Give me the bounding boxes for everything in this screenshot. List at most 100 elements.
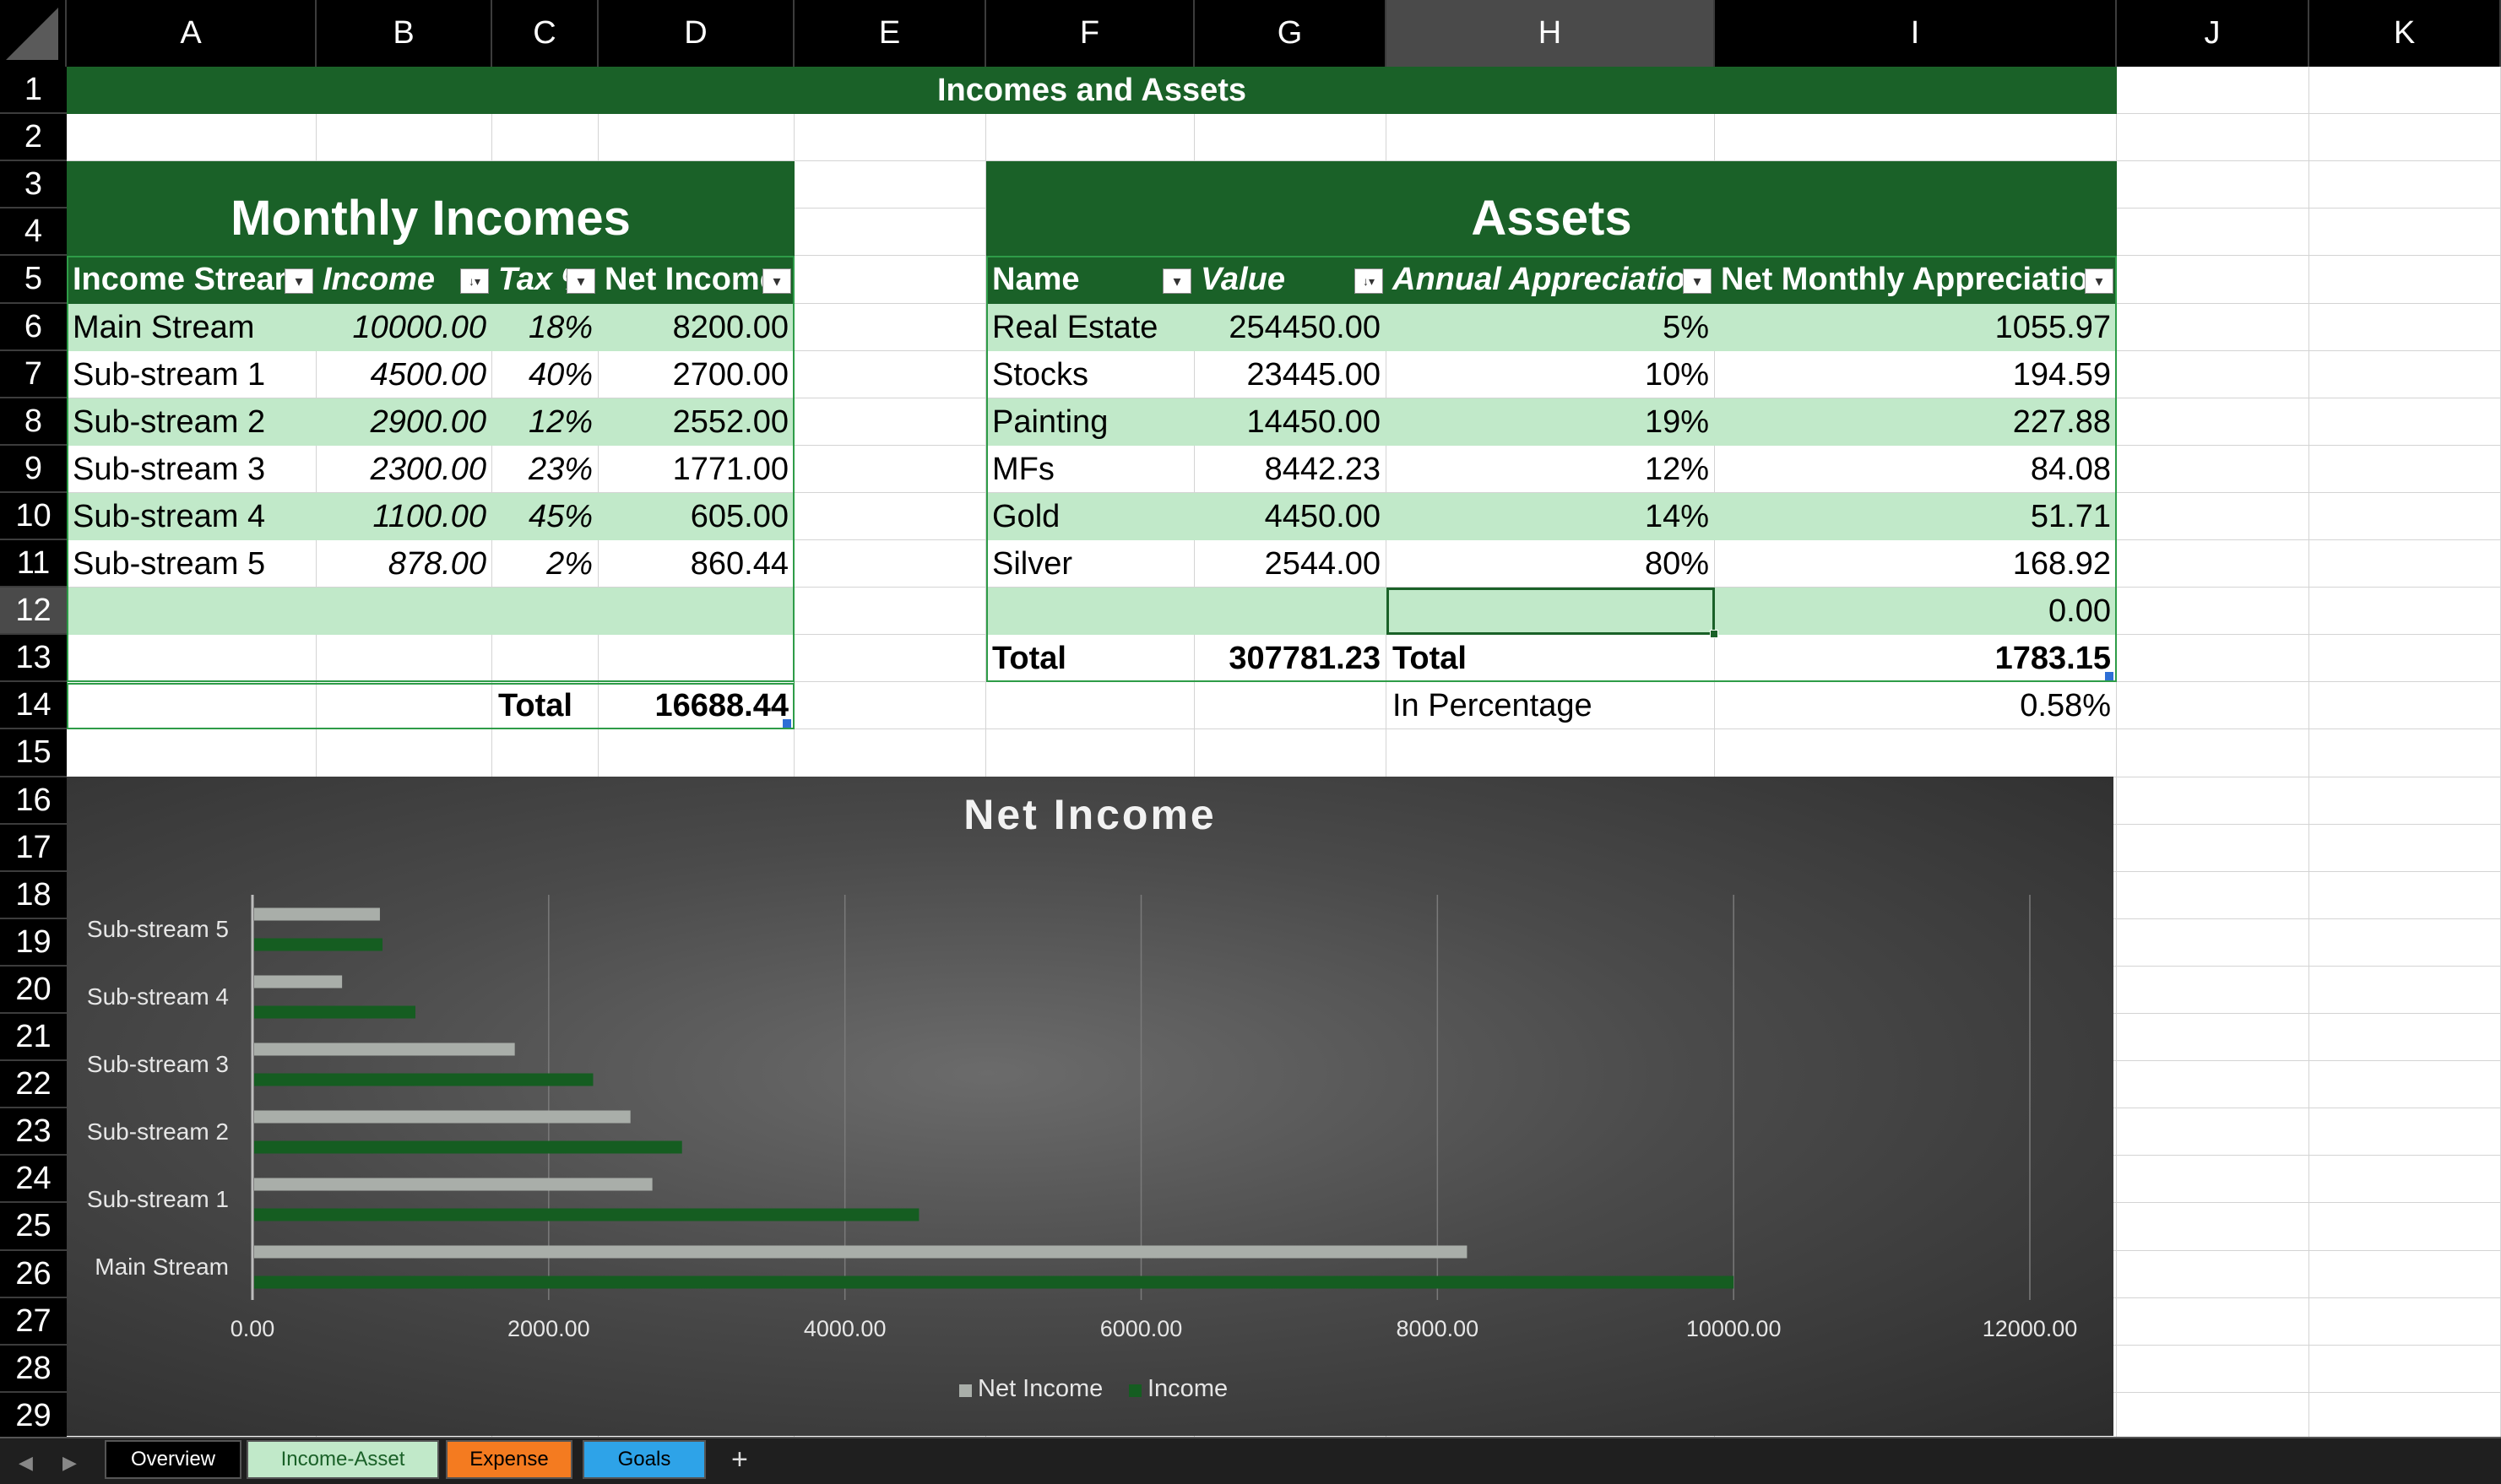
income-cell-net[interactable]: 605.00 xyxy=(690,498,789,534)
percentage-value[interactable]: 0.58% xyxy=(2020,687,2111,723)
asset-cell-value[interactable]: 254450.00 xyxy=(1229,309,1381,345)
row-header-26[interactable]: 26 xyxy=(0,1251,67,1298)
income-cell-tax[interactable]: 45% xyxy=(528,498,593,534)
tab-overview[interactable]: Overview xyxy=(105,1440,241,1479)
row-header-4[interactable]: 4 xyxy=(0,209,67,256)
column-header-i[interactable]: I xyxy=(1715,0,2117,67)
row-header-25[interactable]: 25 xyxy=(0,1203,67,1251)
row-header-15[interactable]: 15 xyxy=(0,729,67,777)
column-header-c[interactable]: C xyxy=(492,0,599,67)
asset-cell-monthly[interactable]: 51.71 xyxy=(2030,498,2111,534)
filter-dropdown-icon[interactable]: ▾ xyxy=(1683,268,1712,294)
column-header-e[interactable]: E xyxy=(795,0,986,67)
tab-goals[interactable]: Goals xyxy=(583,1440,706,1479)
asset-cell-value[interactable]: 8442.23 xyxy=(1264,451,1381,487)
row-header-14[interactable]: 14 xyxy=(0,682,67,729)
asset-cell-monthly[interactable]: 168.92 xyxy=(2012,545,2111,582)
asset-cell-annual[interactable]: 5% xyxy=(1663,309,1709,345)
row-header-17[interactable]: 17 xyxy=(0,825,67,872)
column-header-g[interactable]: G xyxy=(1195,0,1386,67)
row-header-18[interactable]: 18 xyxy=(0,872,67,919)
income-cell-name[interactable]: Main Stream xyxy=(73,309,255,345)
row-header-12[interactable]: 12 xyxy=(0,588,67,635)
row-header-24[interactable]: 24 xyxy=(0,1156,67,1203)
row-header-10[interactable]: 10 xyxy=(0,493,67,540)
fill-handle[interactable] xyxy=(1710,630,1718,638)
income-cell-name[interactable]: Sub-stream 5 xyxy=(73,545,266,582)
income-cell-net[interactable]: 1771.00 xyxy=(672,451,789,487)
row-header-7[interactable]: 7 xyxy=(0,351,67,398)
income-cell-name[interactable]: Sub-stream 1 xyxy=(73,356,266,393)
asset-cell-annual[interactable]: 80% xyxy=(1644,545,1709,582)
income-cell-net[interactable]: 2700.00 xyxy=(672,356,789,393)
income-cell-income[interactable]: 1100.00 xyxy=(372,498,486,534)
row-header-6[interactable]: 6 xyxy=(0,304,67,351)
column-header-a[interactable]: A xyxy=(67,0,317,67)
resize-handle-icon[interactable] xyxy=(783,719,791,728)
row-header-23[interactable]: 23 xyxy=(0,1108,67,1156)
income-cell-tax[interactable]: 2% xyxy=(546,545,593,582)
income-cell-tax[interactable]: 12% xyxy=(528,403,593,440)
row-header-5[interactable]: 5 xyxy=(0,256,67,304)
tab-scroll-right-icon[interactable]: ▶ xyxy=(62,1452,77,1473)
filter-dropdown-icon[interactable]: ▾ xyxy=(1163,268,1191,294)
column-header-k[interactable]: K xyxy=(2309,0,2501,67)
tab-scroll-left-icon[interactable]: ◀ xyxy=(19,1452,33,1473)
income-cell-name[interactable]: Sub-stream 2 xyxy=(73,403,266,440)
asset-cell-name[interactable]: Stocks xyxy=(992,356,1089,393)
net-income-header[interactable]: Net Income xyxy=(605,262,762,297)
income-cell-name[interactable]: Sub-stream 4 xyxy=(73,498,266,534)
asset-cell-name[interactable]: Silver xyxy=(992,545,1073,582)
income-cell-income[interactable]: 2300.00 xyxy=(370,451,486,487)
row-header-21[interactable]: 21 xyxy=(0,1014,67,1061)
asset-cell-value[interactable]: 2544.00 xyxy=(1264,545,1381,582)
row-header-2[interactable]: 2 xyxy=(0,114,67,161)
asset-cell-monthly[interactable]: 227.88 xyxy=(2012,403,2111,440)
filter-dropdown-icon[interactable]: ▾ xyxy=(285,268,313,294)
row-header-1[interactable]: 1 xyxy=(0,67,67,114)
tab-income-asset[interactable]: Income-Asset xyxy=(247,1440,439,1479)
assets-total-value[interactable]: 307781.23 xyxy=(1229,640,1381,676)
row-header-19[interactable]: 19 xyxy=(0,919,67,967)
column-header-b[interactable]: B xyxy=(317,0,492,67)
asset-cell-value[interactable]: 14450.00 xyxy=(1246,403,1381,440)
row-header-28[interactable]: 28 xyxy=(0,1346,67,1393)
asset-cell-monthly-empty[interactable]: 0.00 xyxy=(2048,593,2111,629)
income-cell-tax[interactable]: 40% xyxy=(528,356,593,393)
filter-dropdown-icon[interactable]: ▾ xyxy=(567,268,595,294)
filter-dropdown-icon[interactable]: ▾ xyxy=(762,268,791,294)
asset-cell-name[interactable]: Painting xyxy=(992,403,1109,440)
income-cell-net[interactable]: 8200.00 xyxy=(672,309,789,345)
assets-total-monthly[interactable]: 1783.15 xyxy=(1994,640,2111,676)
row-header-29[interactable]: 29 xyxy=(0,1393,67,1437)
asset-cell-monthly[interactable]: 1055.97 xyxy=(1994,309,2111,345)
income-cell-net[interactable]: 2552.00 xyxy=(672,403,789,440)
asset-cell-value[interactable]: 4450.00 xyxy=(1264,498,1381,534)
net-income-chart[interactable]: Net Income 0.00 2000.00 4000.00 6000.00 8000.… xyxy=(67,777,2113,1436)
asset-cell-annual[interactable]: 19% xyxy=(1644,403,1709,440)
asset-cell-annual[interactable]: 10% xyxy=(1644,356,1709,393)
income-cell-income[interactable]: 10000.00 xyxy=(352,309,487,345)
row-header-22[interactable]: 22 xyxy=(0,1061,67,1108)
row-header-9[interactable]: 9 xyxy=(0,446,67,493)
asset-cell-annual[interactable]: 14% xyxy=(1644,498,1709,534)
income-header[interactable]: Income xyxy=(323,262,436,297)
income-cell-income[interactable]: 4500.00 xyxy=(370,356,486,393)
resize-handle-icon[interactable] xyxy=(2105,672,2113,680)
row-header-16[interactable]: 16 xyxy=(0,777,67,825)
row-header-3[interactable]: 3 xyxy=(0,161,67,209)
asset-cell-name[interactable]: Gold xyxy=(992,498,1061,534)
asset-cell-annual[interactable]: 12% xyxy=(1644,451,1709,487)
income-cell-net[interactable]: 860.44 xyxy=(690,545,789,582)
income-cell-name[interactable]: Sub-stream 3 xyxy=(73,451,266,487)
column-header-h[interactable]: H xyxy=(1386,0,1715,67)
filter-dropdown-icon[interactable]: ↓▾ xyxy=(1354,268,1383,294)
row-header-11[interactable]: 11 xyxy=(0,540,67,588)
tab-expense[interactable]: Expense xyxy=(446,1440,572,1479)
asset-cell-monthly[interactable]: 194.59 xyxy=(2012,356,2111,393)
tax-header[interactable]: Tax % xyxy=(498,262,567,297)
asset-cell-name[interactable]: Real Estate xyxy=(992,309,1158,345)
column-header-j[interactable]: J xyxy=(2117,0,2309,67)
asset-cell-name[interactable]: MFs xyxy=(992,451,1055,487)
filter-dropdown-icon[interactable]: ↓▾ xyxy=(460,268,489,294)
